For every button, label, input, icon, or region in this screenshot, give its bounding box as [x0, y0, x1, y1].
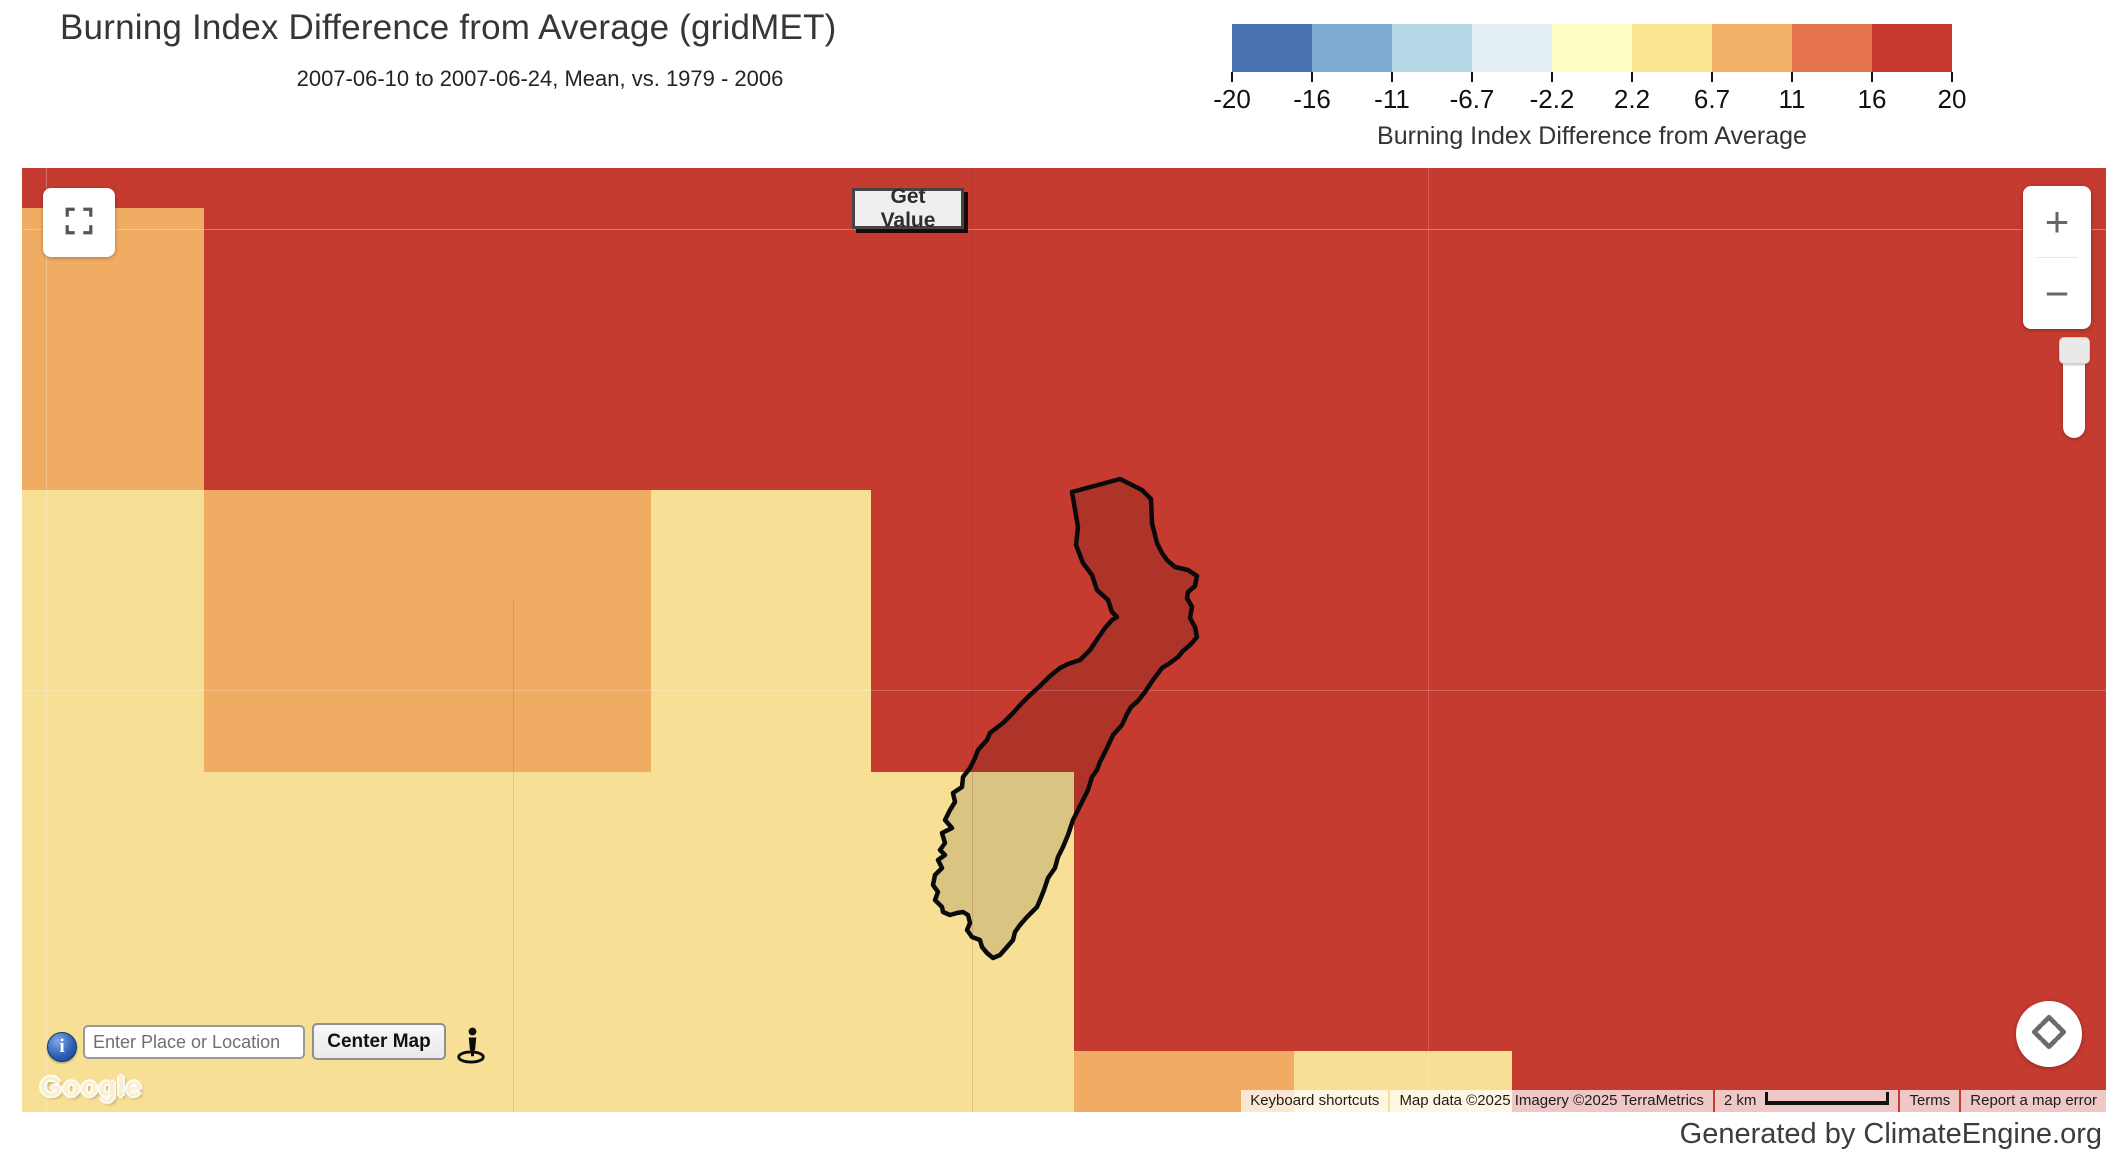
scale-label: 2 km	[1723, 1092, 1757, 1109]
legend-tick-label: -16	[1293, 84, 1331, 114]
legend-tick-label: 6.7	[1693, 84, 1731, 114]
info-icon[interactable]: i	[47, 1032, 77, 1062]
map-region-yellow	[204, 772, 651, 1112]
legend-tick	[1551, 72, 1553, 82]
legend-tick	[1631, 72, 1633, 82]
map-region-yellow	[651, 490, 871, 1112]
legend-tick-label: 20	[1937, 84, 1967, 114]
legend-tick-label: -2.2	[1529, 84, 1575, 114]
legend-tick	[1231, 72, 1233, 82]
map-region-yellow	[22, 490, 204, 1112]
legend-tick-label: -6.7	[1449, 84, 1495, 114]
legend-color-segment	[1312, 24, 1392, 72]
legend-color-segment	[1232, 24, 1312, 72]
pegman-icon[interactable]	[453, 1026, 489, 1064]
zoom-out-button[interactable]: −	[2023, 258, 2091, 329]
zoom-divider	[2036, 257, 2078, 258]
legend-ticks: -20 -16 -11 -6.7 -2.2 2.2 6.7 11 16 20	[1213, 72, 1966, 114]
legend-tick-label: 11	[1778, 84, 1806, 114]
legend-colorbar	[1232, 24, 1952, 72]
legend-color-segment	[1632, 24, 1712, 72]
legend-color-segment	[1392, 24, 1472, 72]
scale-bar	[1765, 1092, 1890, 1105]
legend-tick-label: -11	[1374, 84, 1410, 114]
legend-tick	[1471, 72, 1473, 82]
terms-link[interactable]: Terms	[1900, 1090, 1960, 1112]
legend-tick-label: 2.2	[1613, 84, 1651, 114]
center-map-button[interactable]: Center Map	[312, 1023, 446, 1060]
fullscreen-icon	[64, 206, 94, 239]
pan-control[interactable]	[2016, 1001, 2082, 1067]
keyboard-shortcuts-link[interactable]: Keyboard shortcuts	[1241, 1090, 1389, 1112]
map-data-attribution: Map data ©2025 Imagery ©2025 TerraMetric…	[1390, 1090, 1713, 1112]
generated-by-credit: Generated by ClimateEngine.org	[1679, 1118, 2102, 1150]
legend-tick	[1951, 72, 1953, 82]
map-scale: 2 km	[1714, 1090, 1899, 1112]
get-value-button[interactable]: Get Value	[852, 185, 964, 232]
fullscreen-button[interactable]	[43, 188, 115, 257]
search-input[interactable]	[83, 1025, 305, 1059]
legend-tick	[1871, 72, 1873, 82]
page-subtitle: 2007-06-10 to 2007-06-24, Mean, vs. 1979…	[296, 66, 784, 91]
legend-tick	[1711, 72, 1713, 82]
zoom-slider-thumb[interactable]	[2059, 337, 2090, 364]
legend-color-segment	[1552, 24, 1632, 72]
legend-color-segment	[1792, 24, 1872, 72]
report-map-error-link[interactable]: Report a map error	[1961, 1090, 2106, 1112]
page-title: Burning Index Difference from Average (g…	[60, 8, 837, 47]
zoom-in-button[interactable]: +	[2023, 186, 2091, 257]
map-canvas[interactable]: Get Value + − i Center Map	[22, 168, 2106, 1112]
zoom-slider-track[interactable]	[2063, 340, 2085, 438]
legend-tick-label: -20	[1213, 84, 1251, 114]
legend-color-segment	[1712, 24, 1792, 72]
legend-color-segment	[1472, 24, 1552, 72]
legend-tick	[1391, 72, 1393, 82]
attribution-bar: Keyboard shortcuts Map data ©2025 Imager…	[1241, 1090, 2106, 1112]
pan-arrows-icon	[2028, 1011, 2070, 1058]
zoom-control: + −	[2023, 186, 2091, 329]
legend-tick	[1791, 72, 1793, 82]
legend-caption: Burning Index Difference from Average	[1377, 122, 1807, 150]
legend-tick-label: 16	[1857, 84, 1887, 114]
legend-color-segment	[1872, 24, 1952, 72]
map-region-yellow	[871, 772, 1074, 1112]
map-region-orange	[204, 490, 651, 772]
legend-tick	[1311, 72, 1313, 82]
google-logo[interactable]: Google	[40, 1071, 143, 1102]
